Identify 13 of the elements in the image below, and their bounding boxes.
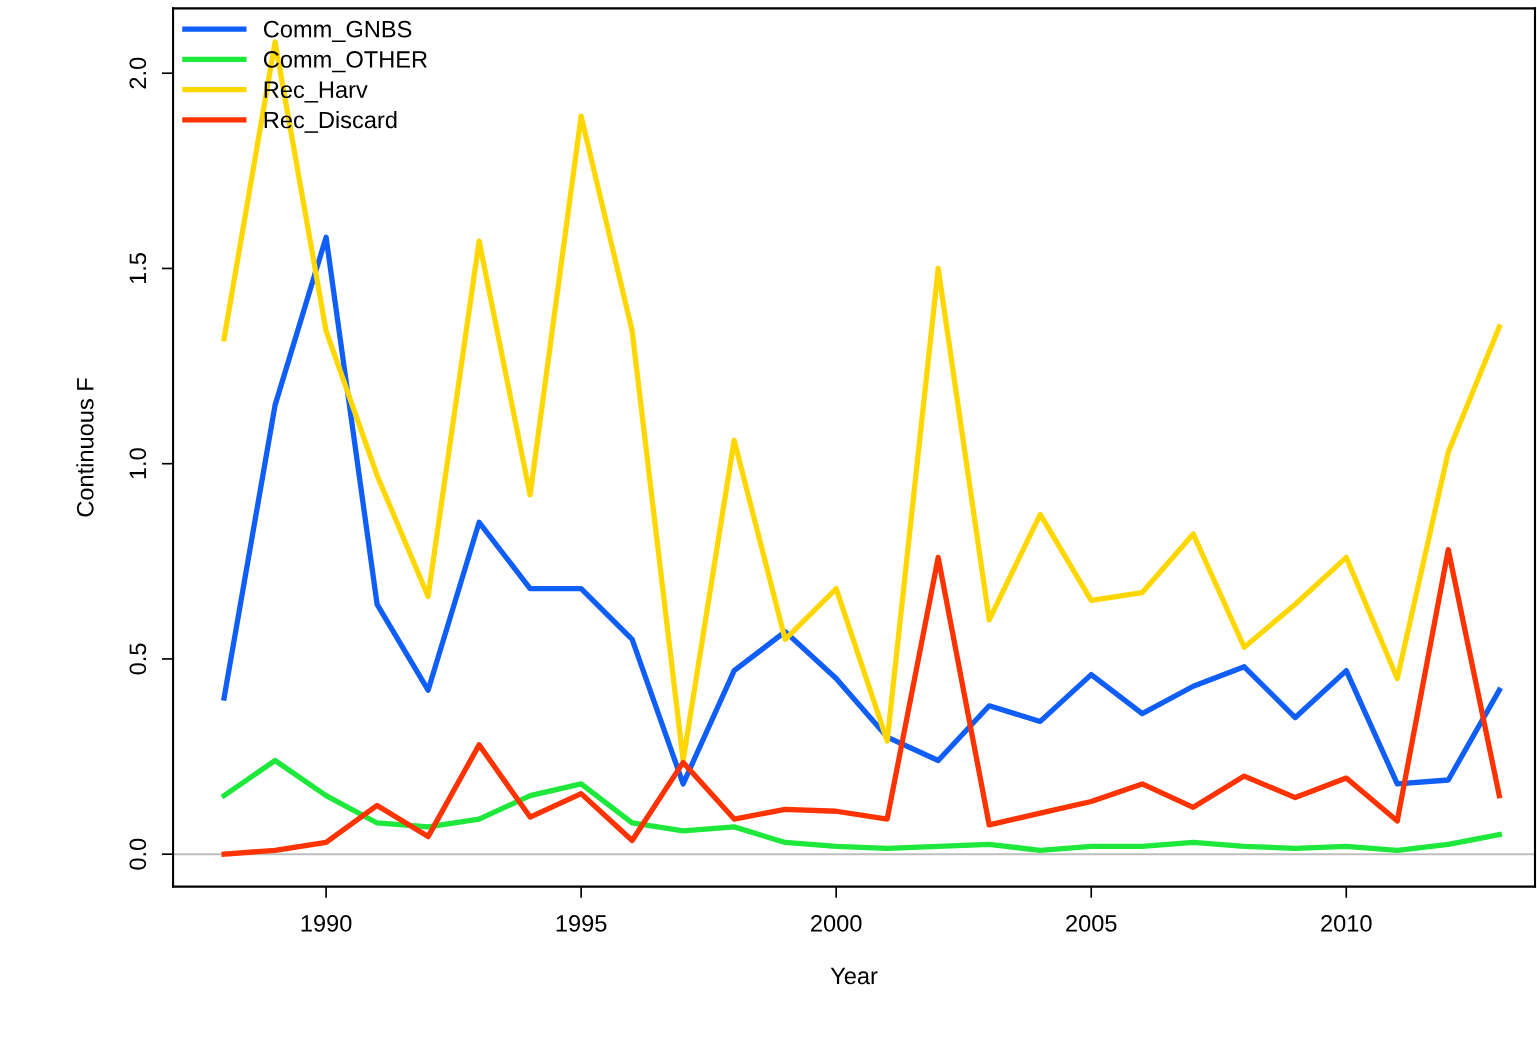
x-axis-title: Year: [830, 967, 878, 985]
x-tick-label: 2010: [1321, 915, 1372, 932]
y-tick-label: 1.0: [129, 448, 147, 479]
x-tick-label: 2000: [811, 915, 862, 932]
x-tick-label: 1990: [301, 915, 352, 932]
x-tick-label: 2005: [1066, 915, 1117, 932]
y-tick-label: 2.0: [129, 57, 147, 89]
x-tick-label: 1995: [556, 915, 607, 932]
legend-label: Comm_GNBS: [263, 20, 412, 42]
y-tick-label: 1.5: [129, 253, 147, 284]
y-tick-label: 0.5: [129, 643, 147, 675]
y-axis-title: Continuous F: [76, 378, 94, 517]
y-tick-label: 0.0: [129, 838, 147, 870]
